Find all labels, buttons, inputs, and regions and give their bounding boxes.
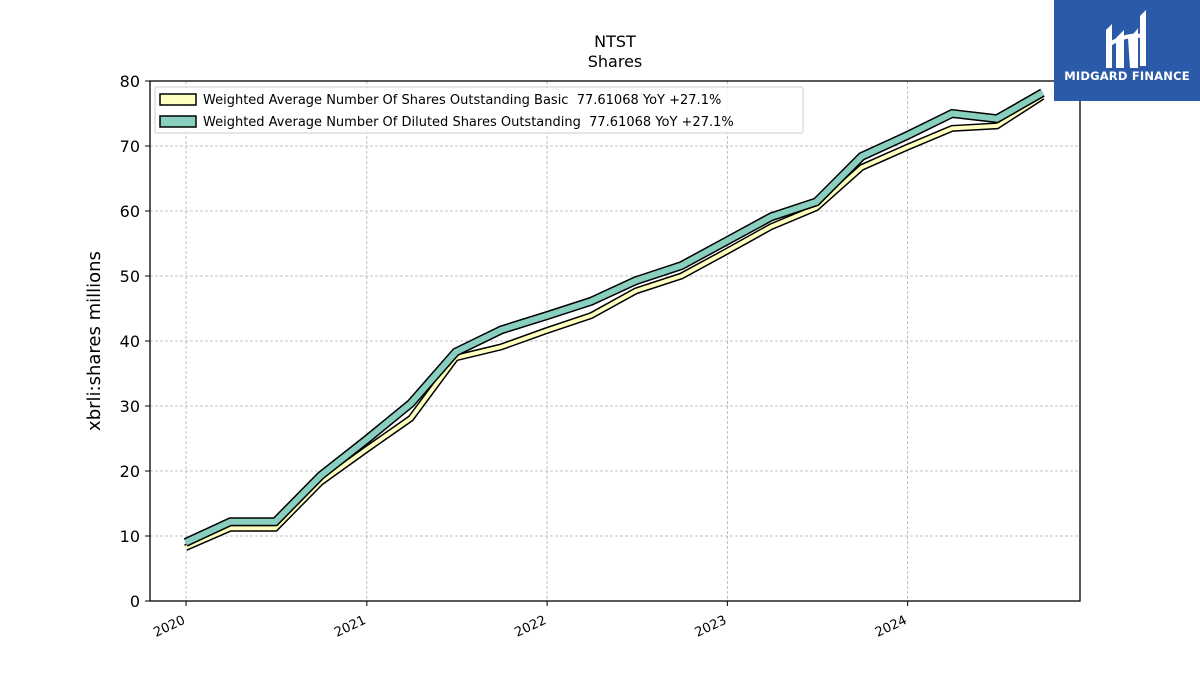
- data-point: [454, 351, 457, 353]
- data-point: [545, 314, 548, 317]
- legend-swatch-diluted: [159, 115, 197, 128]
- series-layer: [183, 88, 1045, 551]
- data-point: [184, 546, 187, 549]
- legend-label-diluted: Weighted Average Number Of Diluted Share…: [203, 115, 734, 130]
- data-point: [635, 290, 637, 292]
- y-tick-label: 20: [120, 462, 140, 481]
- data-point: [320, 474, 322, 477]
- data-point: [409, 402, 412, 405]
- data-point: [996, 125, 998, 127]
- data-point: [906, 146, 908, 149]
- legend: Weighted Average Number Of Shares Outsta…: [154, 86, 804, 134]
- data-point: [860, 155, 863, 158]
- chart-title: NTST: [594, 32, 636, 51]
- data-point: [590, 300, 592, 303]
- data-point: [680, 275, 683, 277]
- data-point: [815, 201, 818, 203]
- data-point: [365, 439, 368, 441]
- chart-subtitle: Shares: [588, 52, 643, 71]
- y-axis-label: xbrli:shares millions: [84, 251, 105, 431]
- x-tick-label: 2022: [512, 613, 548, 641]
- data-point: [951, 112, 953, 115]
- data-point: [770, 216, 773, 218]
- series-line: [184, 90, 1044, 546]
- legend-box: [154, 86, 804, 134]
- brand-logo-text: MIDGARD FINANCE: [1064, 69, 1190, 83]
- x-tick-label: 2024: [873, 613, 909, 641]
- data-point: [815, 206, 818, 209]
- data-point: [184, 541, 187, 544]
- data-point: [996, 117, 998, 120]
- data-point: [906, 134, 908, 137]
- legend-label-basic: Weighted Average Number Of Shares Outsta…: [203, 93, 721, 108]
- y-tick-label: 10: [120, 527, 140, 546]
- series-1: [183, 88, 1045, 547]
- y-tick-label: 70: [120, 137, 140, 156]
- data-point: [590, 314, 592, 317]
- y-tick-label: 50: [120, 267, 140, 286]
- x-tick-label: 2021: [332, 613, 368, 641]
- data-point: [409, 417, 412, 420]
- data-point: [770, 225, 773, 228]
- data-point: [1041, 91, 1044, 94]
- data-point: [860, 166, 863, 169]
- data-point: [229, 520, 232, 523]
- x-tick-label: 2020: [151, 613, 187, 641]
- y-tick-label: 30: [120, 397, 140, 416]
- grid: [150, 80, 1080, 602]
- x-tick-label: 2023: [693, 613, 729, 641]
- series-line-outline: [183, 88, 1045, 547]
- data-point: [680, 264, 683, 267]
- y-tick-label: 60: [120, 202, 140, 221]
- x-axis: 2020 2021 2022 2023 2024: [151, 601, 909, 641]
- data-point: [951, 127, 953, 130]
- data-point: [726, 240, 728, 242]
- data-point: [726, 250, 728, 253]
- data-point: [274, 520, 277, 523]
- data-point: [500, 346, 502, 348]
- data-point: [545, 329, 548, 332]
- midgard-logo-icon: [1106, 10, 1146, 68]
- y-tick-label: 40: [120, 332, 140, 351]
- data-point: [229, 527, 232, 529]
- data-point: [274, 527, 277, 529]
- series-line: [184, 94, 1044, 550]
- plot-frame: [149, 80, 1081, 602]
- legend-swatch-basic: [159, 93, 197, 106]
- data-point: [500, 329, 502, 331]
- y-tick-label: 0: [130, 592, 140, 611]
- brand-logo: MIDGARD FINANCE: [1054, 0, 1200, 101]
- data-point: [365, 448, 368, 451]
- data-point: [635, 279, 637, 282]
- y-tick-label: 80: [120, 72, 140, 91]
- y-axis: 0 10 20 30 40 50 60 70 80: [120, 72, 150, 611]
